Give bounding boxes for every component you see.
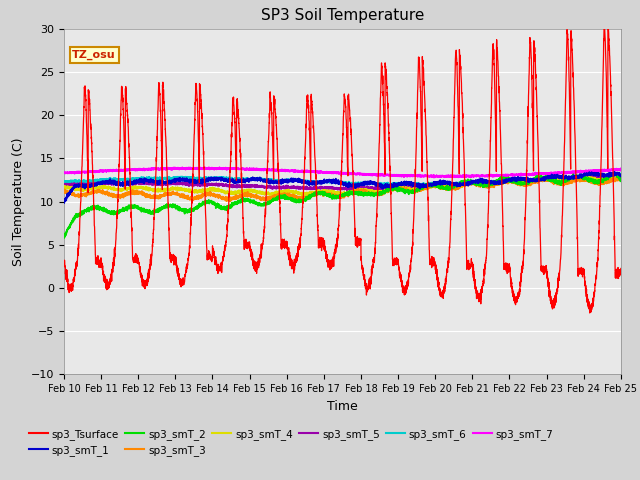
Text: TZ_osu: TZ_osu [72, 50, 116, 60]
X-axis label: Time: Time [327, 400, 358, 413]
Legend: sp3_Tsurface, sp3_smT_1, sp3_smT_2, sp3_smT_3, sp3_smT_4, sp3_smT_5, sp3_smT_6, : sp3_Tsurface, sp3_smT_1, sp3_smT_2, sp3_… [25, 424, 557, 460]
Y-axis label: Soil Temperature (C): Soil Temperature (C) [12, 137, 26, 266]
Title: SP3 Soil Temperature: SP3 Soil Temperature [260, 9, 424, 24]
